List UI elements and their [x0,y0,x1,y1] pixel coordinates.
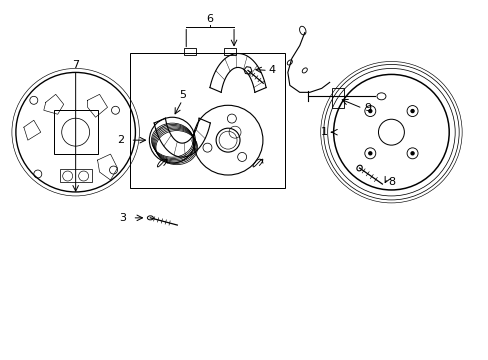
Bar [54,110,98,154]
Text: 1: 1 [321,127,327,137]
Bar [184,48,196,55]
Bar [331,88,343,108]
Text: 2: 2 [117,135,124,145]
Text: 3: 3 [119,213,126,223]
Text: 4: 4 [268,66,275,76]
Text: 8: 8 [387,177,394,187]
Circle shape [368,152,371,155]
Bar [224,48,236,55]
Text: 5: 5 [179,90,185,100]
Circle shape [410,109,413,113]
Bar [130,54,285,188]
Circle shape [368,109,371,113]
Text: 9: 9 [363,103,370,113]
Bar [60,169,91,182]
Text: 7: 7 [72,60,79,71]
Circle shape [410,152,413,155]
Text: 6: 6 [206,14,213,24]
